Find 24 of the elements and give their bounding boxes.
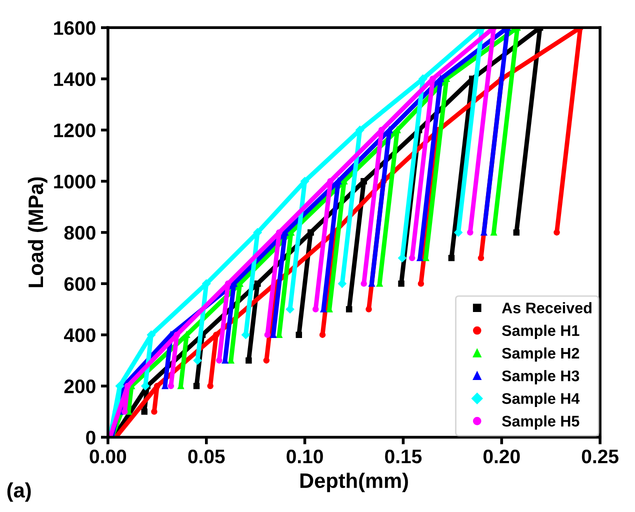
y-tick-label: 0 xyxy=(86,430,96,444)
legend-label: Sample H4 xyxy=(502,392,580,407)
y-axis-title: Load (MPa) xyxy=(28,177,48,288)
y-tick-label: 1200 xyxy=(54,124,96,138)
legend-label: Sample H1 xyxy=(502,324,580,340)
x-tick-label: 0.25 xyxy=(582,450,618,464)
y-tick-label: 800 xyxy=(64,226,96,240)
y-tick-label: 400 xyxy=(64,328,96,342)
x-tick-label: 0.10 xyxy=(286,450,323,464)
legend-label: Sample H5 xyxy=(502,415,580,430)
x-tick-label: 0.05 xyxy=(188,450,225,464)
text: (a) xyxy=(7,482,31,502)
legend-label: Sample H2 xyxy=(502,347,580,362)
x-tick-label: 0.15 xyxy=(385,450,422,464)
x-axis-title: Depth(mm) xyxy=(300,472,408,492)
legend-label: Sample H3 xyxy=(502,370,580,384)
y-tick-label: 1400 xyxy=(54,72,96,86)
y-tick-label: 1000 xyxy=(54,174,96,188)
y-tick-label: 1600 xyxy=(54,21,96,35)
y-tick-label: 600 xyxy=(64,277,96,291)
x-tick-label: 0.20 xyxy=(484,450,520,464)
x-tick-label: 0.00 xyxy=(90,450,126,464)
y-tick-label: 200 xyxy=(64,380,96,394)
legend-label: As Received xyxy=(502,302,592,314)
